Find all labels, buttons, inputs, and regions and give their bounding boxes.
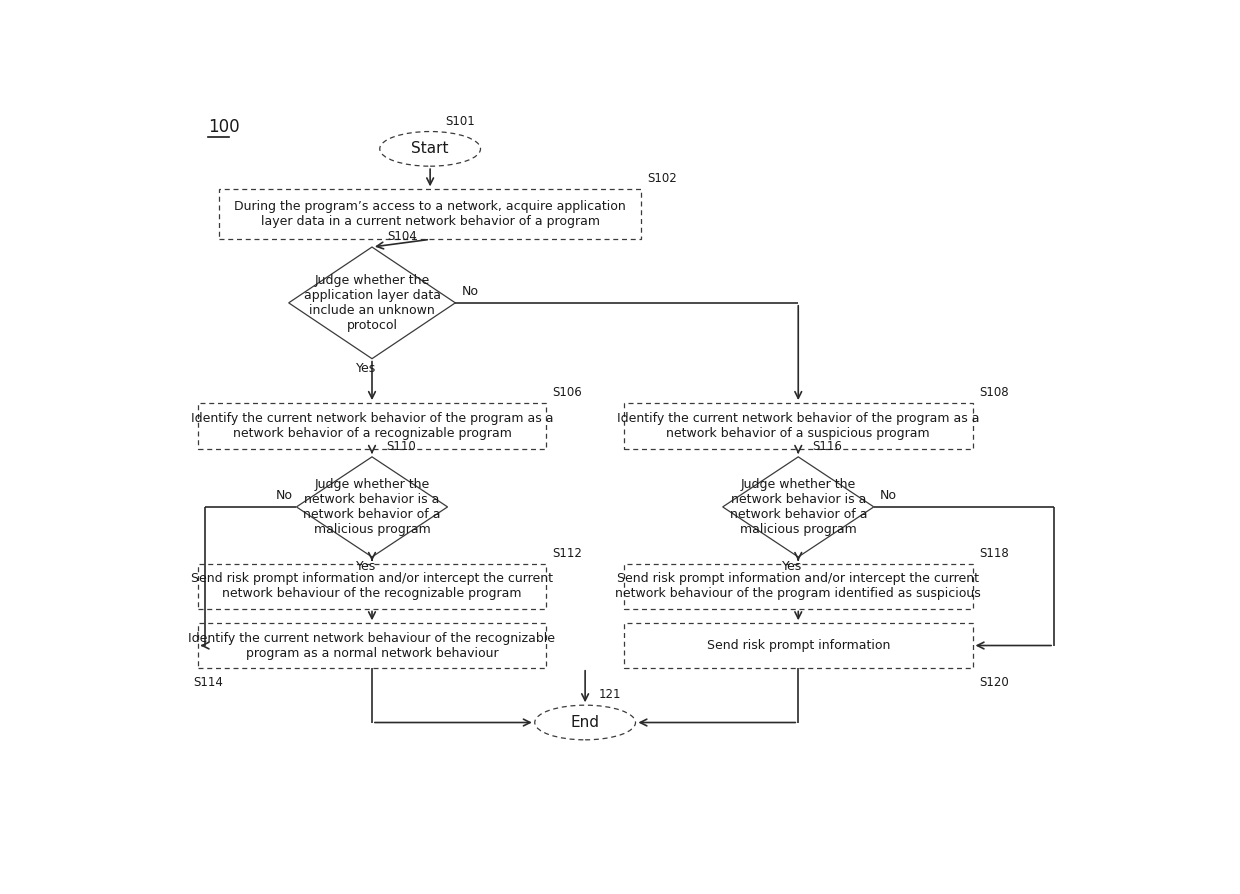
- Text: S118: S118: [978, 547, 1008, 560]
- Text: 100: 100: [207, 118, 239, 136]
- Text: S116: S116: [812, 440, 842, 453]
- Text: Judge whether the
network behavior is a
network behavior of a
malicious program: Judge whether the network behavior is a …: [729, 478, 867, 536]
- FancyBboxPatch shape: [624, 564, 972, 609]
- Polygon shape: [289, 247, 455, 358]
- Text: During the program’s access to a network, acquire application
layer data in a cu: During the program’s access to a network…: [234, 200, 626, 228]
- Text: Identify the current network behavior of the program as a
network behavior of a : Identify the current network behavior of…: [191, 412, 553, 440]
- Ellipse shape: [379, 131, 481, 166]
- FancyBboxPatch shape: [197, 623, 547, 668]
- FancyBboxPatch shape: [624, 623, 972, 668]
- Text: End: End: [570, 715, 600, 730]
- Text: S104: S104: [387, 230, 417, 243]
- FancyBboxPatch shape: [219, 190, 641, 240]
- Text: Judge whether the
application layer data
include an unknown
protocol: Judge whether the application layer data…: [304, 274, 440, 332]
- FancyBboxPatch shape: [624, 403, 972, 449]
- Text: Identify the current network behaviour of the recognizable
program as a normal n: Identify the current network behaviour o…: [188, 631, 556, 660]
- FancyBboxPatch shape: [197, 403, 547, 449]
- Text: Judge whether the
network behavior is a
network behavior of a
malicious program: Judge whether the network behavior is a …: [304, 478, 440, 536]
- Text: Send risk prompt information and/or intercept the current
network behaviour of t: Send risk prompt information and/or inte…: [191, 572, 553, 600]
- Polygon shape: [296, 457, 448, 557]
- Ellipse shape: [534, 705, 635, 740]
- Text: S101: S101: [445, 114, 475, 128]
- Text: Send risk prompt information and/or intercept the current
network behaviour of t: Send risk prompt information and/or inte…: [615, 572, 981, 600]
- Text: Yes: Yes: [782, 560, 802, 573]
- Text: S112: S112: [553, 547, 583, 560]
- Text: No: No: [461, 285, 479, 299]
- Text: Yes: Yes: [356, 560, 376, 573]
- Text: No: No: [275, 488, 293, 502]
- Text: Yes: Yes: [356, 362, 376, 375]
- Text: 121: 121: [599, 688, 621, 701]
- Text: S108: S108: [978, 386, 1008, 399]
- FancyBboxPatch shape: [197, 564, 547, 609]
- Text: Send risk prompt information: Send risk prompt information: [707, 639, 890, 652]
- Text: S114: S114: [193, 676, 223, 688]
- Text: Start: Start: [412, 141, 449, 156]
- Polygon shape: [723, 457, 874, 557]
- Text: S120: S120: [978, 676, 1008, 688]
- Text: Identify the current network behavior of the program as a
network behavior of a : Identify the current network behavior of…: [618, 412, 980, 440]
- Text: S110: S110: [386, 440, 415, 453]
- Text: S106: S106: [553, 386, 583, 399]
- Text: No: No: [880, 488, 897, 502]
- Text: S102: S102: [647, 173, 677, 185]
